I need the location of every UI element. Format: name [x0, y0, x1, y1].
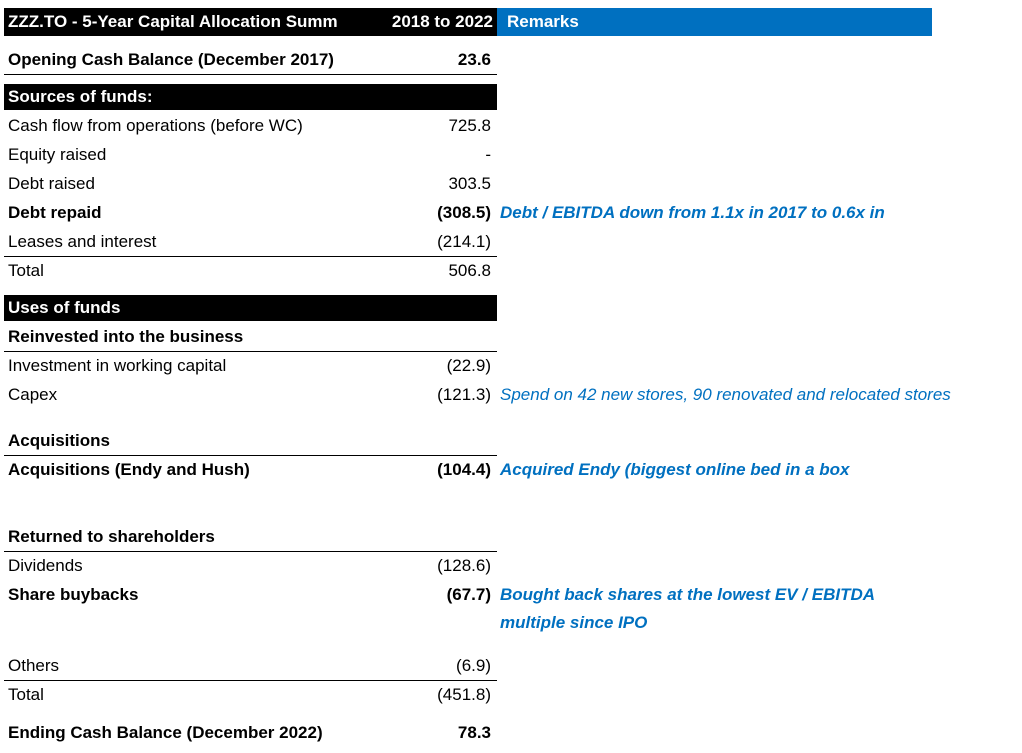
row-value: 303.5 [448, 174, 491, 193]
header-period: 2018 to 2022 [376, 8, 497, 36]
table-row: Leases and interest (214.1) [0, 228, 1022, 256]
reinvested-subheader: Reinvested into the business [0, 323, 1022, 351]
row-value: (128.6) [437, 556, 491, 575]
reinvested-underline [4, 351, 497, 352]
returned-subheader: Returned to shareholders [0, 523, 1022, 551]
subheader-label: Reinvested into the business [8, 327, 244, 346]
row-label: Total [8, 685, 44, 704]
opening-underline [4, 74, 497, 75]
table-row: Acquisitions (Endy and Hush) (104.4) Acq… [0, 456, 1022, 484]
table-row: Capex (121.3) Spend on 42 new stores, 90… [0, 381, 1022, 409]
row-value: (451.8) [437, 685, 491, 704]
acquisitions-subheader: Acquisitions [0, 427, 1022, 455]
row-label: Debt repaid [8, 203, 102, 222]
row-label: Capex [8, 385, 58, 404]
table-row: Equity raised - [0, 141, 1022, 169]
table-row: Debt raised 303.5 [0, 170, 1022, 198]
row-value: - [485, 145, 491, 164]
uses-total-row: Total (451.8) [0, 681, 1022, 709]
row-remark: Acquired Endy (biggest online bed in a b… [500, 460, 850, 479]
row-label: Cash flow from operations (before WC) [8, 116, 303, 135]
row-value: (6.9) [456, 656, 491, 675]
row-value: (104.4) [437, 460, 491, 479]
row-value: (308.5) [437, 203, 491, 222]
sources-section-header: Sources of funds: [4, 84, 497, 110]
row-label: Dividends [8, 556, 83, 575]
table-row: Cash flow from operations (before WC) 72… [0, 112, 1022, 140]
ending-balance-value: 78.3 [457, 723, 491, 742]
row-value: 506.8 [448, 261, 491, 280]
row-label: Share buybacks [8, 585, 139, 604]
opening-balance-label: Opening Cash Balance (December 2017) [8, 50, 334, 69]
sources-total-row: Total 506.8 [0, 257, 1022, 285]
returned-underline [4, 551, 497, 552]
row-remark: Debt / EBITDA down from 1.1x in 2017 to … [500, 203, 885, 222]
ending-balance-label: Ending Cash Balance (December 2022) [8, 723, 323, 742]
row-label: Equity raised [8, 145, 107, 164]
row-value: (121.3) [437, 385, 491, 404]
ending-balance-row: Ending Cash Balance (December 2022) 78.3 [0, 719, 1022, 747]
remark-continuation-row: multiple since IPO [0, 609, 1022, 637]
opening-balance-row: Opening Cash Balance (December 2017) 23.… [0, 46, 1022, 74]
subheader-label: Acquisitions [8, 431, 111, 450]
row-label: Leases and interest [8, 232, 157, 251]
row-label: Others [8, 656, 60, 675]
row-remark-line-2: multiple since IPO [500, 613, 648, 632]
acquisitions-underline [4, 455, 497, 456]
uses-total-rule [4, 680, 497, 681]
row-value: (214.1) [437, 232, 491, 251]
row-value: (22.9) [446, 356, 491, 375]
opening-balance-value: 23.6 [457, 50, 491, 69]
header-title: ZZZ.TO - 5-Year Capital Allocation Summ [4, 8, 376, 36]
row-label: Total [8, 261, 44, 280]
row-remark: Spend on 42 new stores, 90 renovated and… [500, 385, 951, 404]
row-label: Debt raised [8, 174, 95, 193]
subheader-label: Returned to shareholders [8, 527, 215, 546]
row-value: (67.7) [446, 585, 491, 604]
table-row: Others (6.9) [0, 652, 1022, 680]
header-remarks: Remarks [497, 8, 932, 36]
table-row: Share buybacks (67.7) Bought back shares… [0, 581, 1022, 609]
table-row: Dividends (128.6) [0, 552, 1022, 580]
uses-section-header: Uses of funds [4, 295, 497, 321]
sources-total-rule [4, 256, 497, 257]
row-label: Acquisitions (Endy and Hush) [8, 460, 250, 479]
row-label: Investment in working capital [8, 356, 227, 375]
table-row: Debt repaid (308.5) Debt / EBITDA down f… [0, 199, 1022, 227]
row-value: 725.8 [448, 116, 491, 135]
row-remark: Bought back shares at the lowest EV / EB… [500, 585, 876, 604]
table-row: Investment in working capital (22.9) [0, 352, 1022, 380]
